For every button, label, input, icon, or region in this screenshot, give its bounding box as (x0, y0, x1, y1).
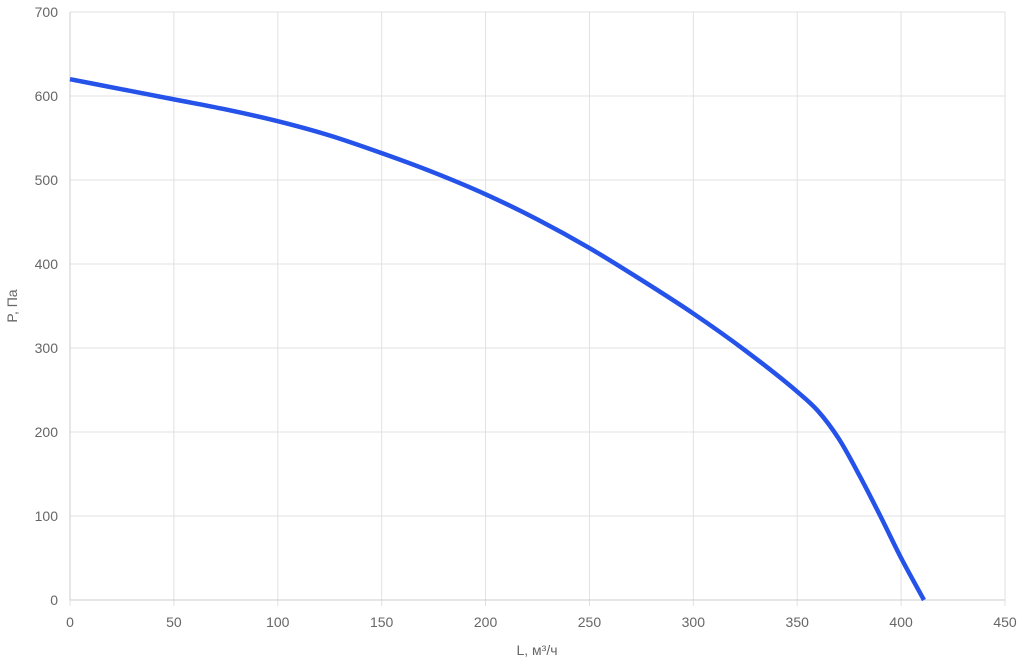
x-tick-label: 0 (66, 614, 74, 630)
x-tick-label: 150 (370, 614, 394, 630)
series-line-0 (69, 76, 926, 602)
y-tick-label: 700 (35, 4, 59, 20)
x-tick-label: 400 (889, 614, 913, 630)
y-tick-labels: 0 100 200 300 400 500 600 700 (35, 4, 59, 608)
x-tick-label: 50 (166, 614, 182, 630)
y-tick-label: 200 (35, 424, 59, 440)
x-tick-label: 300 (682, 614, 706, 630)
y-tick-label: 500 (35, 172, 59, 188)
x-tick-label: 100 (266, 614, 290, 630)
series-group (69, 76, 926, 602)
horizontal-gridlines (70, 11, 1005, 601)
y-tick-label: 100 (35, 508, 59, 524)
x-axis-title: L, м³/ч (516, 642, 557, 658)
x-tick-label: 450 (993, 614, 1017, 630)
y-tick-label: 0 (50, 592, 58, 608)
x-tick-label: 250 (578, 614, 602, 630)
y-axis-title: P, Па (4, 289, 20, 322)
y-tick-label: 600 (35, 88, 59, 104)
y-tick-label: 300 (35, 340, 59, 356)
x-tick-label: 200 (474, 614, 498, 630)
x-tick-labels: 0 50 100 150 200 250 300 350 400 450 (66, 614, 1017, 630)
vertical-gridlines (69, 12, 1006, 606)
x-tick-label: 350 (786, 614, 810, 630)
y-tick-label: 400 (35, 256, 59, 272)
